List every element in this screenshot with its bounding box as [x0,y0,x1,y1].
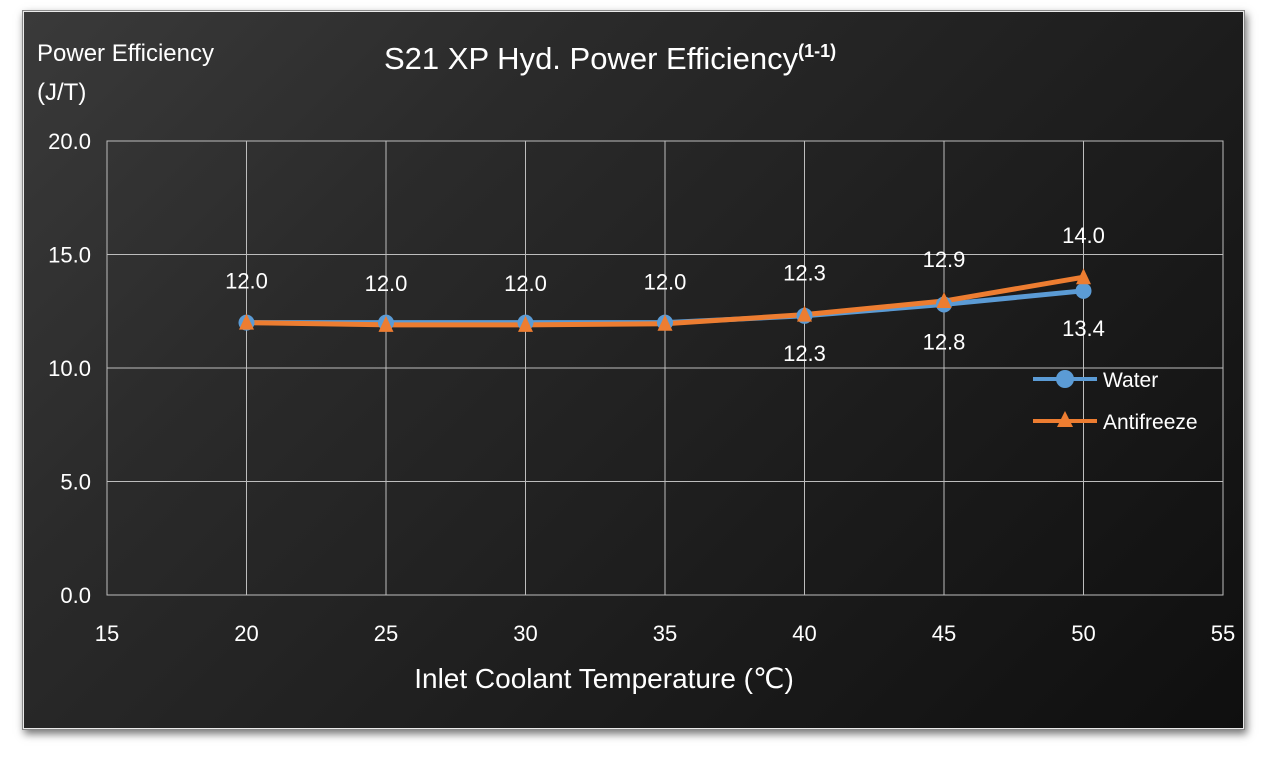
data-label-antifreeze: 12.0 [504,271,547,296]
legend-marker-water [1056,370,1074,388]
x-tick-label: 35 [653,621,677,646]
legend: Water Antifreeze [1033,369,1198,434]
data-label-antifreeze: 12.0 [365,271,408,296]
data-label-antifreeze: 12.9 [923,247,966,272]
x-axis-label: Inlet Coolant Temperature (℃) [414,663,794,694]
line-chart: S21 XP Hyd. Power Efficiency(1-1) Power … [37,40,1235,694]
legend-label-antifreeze: Antifreeze [1103,411,1198,434]
x-tick-label: 40 [792,621,816,646]
plot-area: 15 20 25 30 35 40 45 50 55 0.0 5.0 10.0 15.0 20.0 12.3… [48,129,1235,646]
data-point-antifreeze [936,292,952,309]
x-tick-label: 50 [1071,621,1095,646]
x-tick-label: 55 [1211,621,1235,646]
legend-label-water: Water [1103,369,1158,392]
y-tick-label: 0.0 [60,583,91,608]
data-label-antifreeze: 14.0 [1062,223,1105,248]
chart-title: S21 XP Hyd. Power Efficiency(1-1) [384,41,836,76]
y-axis-label-line1: Power Efficiency [37,40,214,67]
data-label-water: 12.3 [783,341,826,366]
legend-marker-antifreeze [1057,411,1073,427]
data-point-antifreeze [239,313,254,330]
y-tick-label: 5.0 [60,470,91,495]
data-point-antifreeze [657,314,673,331]
chart-title-superscript: (1-1) [798,41,836,61]
chart-frame: S21 XP Hyd. Power Efficiency(1-1) Power … [22,10,1245,730]
data-label-antifreeze: 12.3 [783,261,826,286]
y-tick-label: 20.0 [48,129,91,154]
x-tick-label: 45 [932,621,956,646]
data-label-water: 12.8 [923,329,966,354]
y-tick-label: 10.0 [48,356,91,381]
data-label-antifreeze: 12.0 [225,269,268,294]
data-point-water [1075,282,1092,299]
data-point-antifreeze [518,315,533,332]
data-point-antifreeze [797,305,812,322]
y-axis-label-line2: (J/T) [37,79,86,106]
x-tick-label: 25 [374,621,398,646]
x-tick-label: 20 [234,621,258,646]
chart-title-main: S21 XP Hyd. Power Efficiency [384,41,799,76]
y-tick-label: 15.0 [48,243,91,268]
data-point-antifreeze [1076,268,1091,285]
x-tick-label: 30 [513,621,537,646]
data-point-antifreeze [378,315,394,332]
data-label-water: 13.4 [1062,316,1105,341]
x-tick-label: 15 [95,621,119,646]
data-label-antifreeze: 12.0 [644,270,687,295]
